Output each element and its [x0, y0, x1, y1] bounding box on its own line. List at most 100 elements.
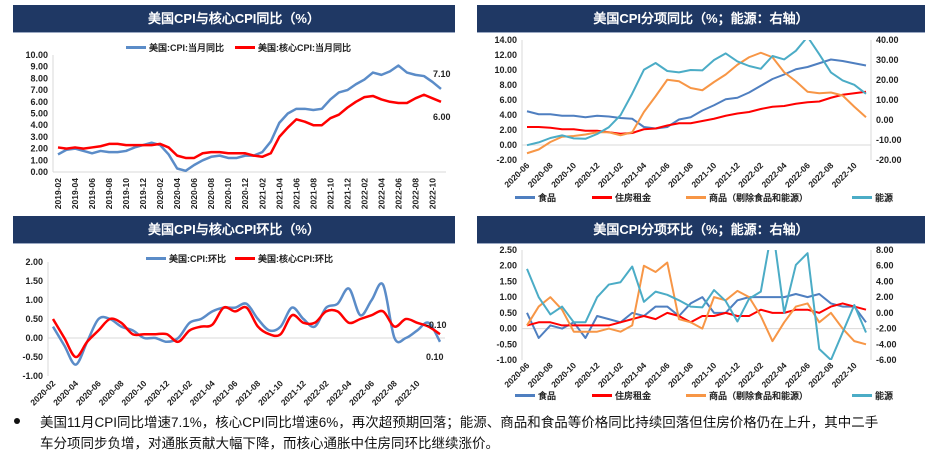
- y-tick-label: 2.00: [25, 257, 43, 267]
- x-tick-label: 2022-10: [427, 178, 437, 209]
- chart1-title: 美国CPI与核心CPI同比（%）: [13, 5, 455, 33]
- chart2-legend-rent: 住房租金: [592, 191, 651, 204]
- data-label: -0.10: [426, 320, 447, 330]
- series-line-1: [526, 58, 867, 130]
- series-line-1: [51, 282, 442, 366]
- y2-tick-label: 10.00: [876, 95, 899, 105]
- y-tick-label: -1.00: [496, 355, 517, 365]
- y2-tick-label: 6.00: [876, 261, 894, 271]
- y-tick-label: 9.00: [30, 62, 48, 72]
- footer-line-2: 车分项同步负增，对通胀贡献大幅下降，而核心通胀中住房同环比继续涨价。: [40, 436, 499, 451]
- chart1-legend-cpi: 美国:CPI:当月同比: [126, 41, 224, 54]
- x-tick-label: 2020-10: [223, 178, 233, 209]
- y-tick-label: -2.00: [496, 155, 517, 165]
- series-line-4: [526, 250, 867, 360]
- x-tick-label: 2019-06: [87, 178, 97, 209]
- x-tick-label: 2021-02: [257, 178, 267, 209]
- series-line-2: [57, 93, 442, 160]
- chart4-legend-goods: 商品（剔除食品和能源）: [686, 389, 808, 402]
- legend-label: 美国:核心CPI:环比: [258, 254, 333, 264]
- y-tick-label: 2.00: [499, 125, 517, 135]
- chart2-legend-goods: 商品（剔除食品和能源）: [686, 191, 808, 204]
- legend-label: 美国:CPI:当月同比: [149, 43, 224, 53]
- y-tick-label: 2.00: [30, 144, 48, 154]
- chart-1: 0.00 1.002.00 3.00 4.005.00 6.00 7.00 8.009.00…: [25, 50, 450, 209]
- chart4-legend-rent: 住房租金: [592, 389, 651, 402]
- chart4-legend-food: 食品: [515, 389, 556, 402]
- bullet-icon: [14, 418, 20, 424]
- x-tick-label: 2022-10: [393, 378, 422, 407]
- x-tick-label: 2022-08: [410, 178, 420, 209]
- y-tick-label: 14.00: [494, 35, 517, 45]
- y2-tick-label: -10.00: [876, 135, 902, 145]
- series-line-2: [51, 305, 441, 359]
- y-tick-label: 1.00: [499, 292, 517, 302]
- y-tick-label: 0.50: [25, 314, 43, 324]
- series-line-4: [526, 40, 867, 147]
- y-tick-label: 1.00: [30, 155, 48, 165]
- x-tick-label: 2020-12: [240, 178, 250, 209]
- y2-tick-label: 30.00: [876, 55, 899, 65]
- y-tick-label: 1.50: [499, 276, 517, 286]
- legend-label: 商品（剔除食品和能源）: [709, 193, 809, 203]
- chart2-title: 美国CPI分项同比（%；能源：右轴）: [477, 5, 925, 33]
- x-tick-label: 2020-06: [189, 178, 199, 209]
- y2-tick-label: -2.00: [876, 324, 897, 334]
- data-label: 0.10: [426, 352, 444, 362]
- y-tick-label: 6.00: [30, 97, 48, 107]
- chart4-legend-energy: 能源: [852, 389, 893, 402]
- y-tick-label: 1.50: [25, 276, 43, 286]
- x-tick-label: 2021-12: [342, 178, 352, 209]
- y-tick-label: 4.00: [30, 120, 48, 130]
- legend-label: 住房租金: [615, 193, 652, 203]
- y-tick-label: 2.00: [499, 261, 517, 271]
- y-tick-label: -1.00: [22, 371, 43, 381]
- x-tick-label: 2020-04: [172, 178, 182, 209]
- legend-label: 住房租金: [615, 391, 652, 401]
- series-line-1: [526, 293, 867, 339]
- y-tick-label: -0.50: [496, 339, 517, 349]
- footer-line-1: 美国11月CPI同比增速7.1%，核心CPI同比增速6%，再次超预期回落；能源、…: [40, 415, 879, 430]
- y2-tick-label: 4.00: [876, 276, 894, 286]
- legend-label: 美国:核心CPI:当月同比: [258, 43, 351, 53]
- y-tick-label: 0.00: [25, 333, 43, 343]
- chart-3: -1.00-0.500.000.501.001.502.002020-02202…: [22, 257, 446, 407]
- y-tick-label: 0.00: [499, 140, 517, 150]
- y-tick-label: 4.00: [499, 110, 517, 120]
- legend-label: 商品（剔除食品和能源）: [709, 391, 809, 401]
- chart-4: -1.00 -0.50 0.00 0.50 1.00 1.50 2.00 2.50 -6.00 -…: [496, 245, 897, 389]
- x-tick-label: 2020-08: [206, 178, 216, 209]
- y-tick-label: 7.00: [30, 85, 48, 95]
- y-tick-label: 0.50: [499, 308, 517, 318]
- y2-tick-label: 20.00: [876, 75, 899, 85]
- x-tick-label: 2021-08: [308, 178, 318, 209]
- y-tick-label: 10.00: [25, 50, 48, 60]
- y2-tick-label: -20.00: [876, 155, 902, 165]
- y2-tick-label: 0.00: [876, 308, 894, 318]
- chart1-legend-core: 美国:核心CPI:当月同比: [235, 41, 351, 54]
- y2-tick-label: -4.00: [876, 339, 897, 349]
- x-tick-label: 2019-12: [138, 178, 148, 209]
- data-label: 6.00: [433, 112, 451, 122]
- y2-tick-label: 40.00: [876, 35, 899, 45]
- x-tick-label: 2021-04: [274, 178, 284, 209]
- series-line-3: [526, 261, 867, 346]
- x-tick-label: 2020-02: [155, 178, 165, 209]
- y-tick-label: 2.50: [499, 245, 517, 255]
- legend-label: 食品: [538, 391, 557, 401]
- y-tick-label: 5.00: [30, 109, 48, 119]
- y-tick-label: 8.00: [30, 73, 48, 83]
- series-line-2: [527, 90, 867, 135]
- data-label: 7.10: [433, 69, 451, 79]
- x-tick-label: 2019-10: [121, 178, 131, 209]
- legend-label: 能源: [875, 391, 894, 401]
- y-tick-label: 3.00: [30, 132, 48, 142]
- legend-label: 美国:CPI:环比: [169, 254, 226, 264]
- x-tick-label: 2021-10: [325, 178, 335, 209]
- x-tick-label: 2019-04: [70, 178, 80, 209]
- y-tick-label: 0.00: [499, 324, 517, 334]
- legend-label: 能源: [875, 193, 894, 203]
- y2-tick-label: -6.00: [876, 355, 897, 365]
- chart2-legend-food: 食品: [515, 191, 556, 204]
